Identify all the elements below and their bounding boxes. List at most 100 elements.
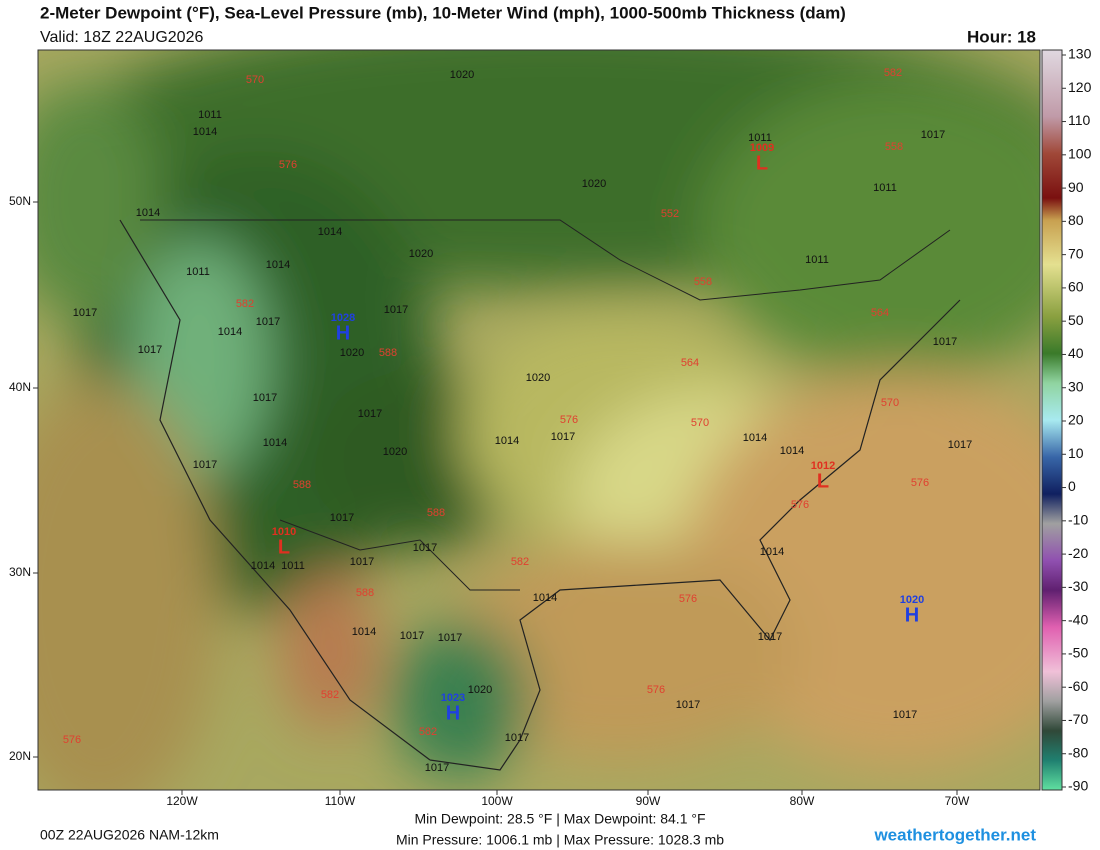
isobar-label: 1020	[409, 248, 433, 260]
isobar-label: 1017	[358, 408, 382, 420]
thickness-label: 588	[379, 347, 397, 359]
lat-label: 20N	[9, 749, 31, 763]
colorbar-label: -70	[1068, 711, 1088, 727]
thickness-label: 576	[679, 593, 697, 605]
isobar-label: 1017	[438, 632, 462, 644]
lon-label: 110W	[325, 794, 356, 808]
center-letter: L	[756, 152, 768, 174]
isobar-label: 1020	[450, 69, 474, 81]
isobar-label: 1020	[468, 684, 492, 696]
isobar-label: 1014	[495, 435, 519, 447]
colorbar-label: 40	[1068, 345, 1084, 361]
center-pressure: 1023	[441, 692, 465, 704]
isobar-label: 1017	[551, 431, 575, 443]
colorbar-label: 30	[1068, 378, 1084, 394]
isobar-label: 1017	[253, 392, 277, 404]
isobar-label: 1014	[251, 560, 275, 572]
thickness-label: 576	[560, 414, 578, 426]
lon-label: 120W	[166, 794, 198, 808]
isobar-label: 1017	[893, 709, 917, 721]
pressure-range: Min Pressure: 1006.1 mb | Max Pressure: …	[396, 832, 724, 848]
isobar-label: 1014	[136, 207, 160, 219]
isobar-label: 1017	[676, 699, 700, 711]
thickness-label: 558	[885, 141, 903, 153]
lat-label: 30N	[9, 565, 31, 579]
center-letter: H	[336, 322, 350, 344]
center-letter: H	[446, 702, 460, 724]
isobar-label: 1011	[805, 254, 829, 266]
thickness-label: 570	[691, 417, 709, 429]
colorbar-label: -40	[1068, 611, 1088, 627]
colorbar-label: 130	[1068, 46, 1092, 62]
isobar-label: 1017	[413, 542, 437, 554]
colorbar-label: -80	[1068, 744, 1088, 760]
colorbar-label: 90	[1068, 179, 1084, 195]
thickness-label: 564	[681, 357, 699, 369]
isobar-label: 1017	[425, 762, 449, 774]
isobar-label: 1017	[948, 439, 972, 451]
thickness-label: 570	[246, 74, 264, 86]
thickness-label: 582	[419, 726, 437, 738]
colorbar-label: 120	[1068, 79, 1092, 95]
center-pressure: 1012	[811, 460, 835, 472]
isobar-label: 1020	[526, 372, 550, 384]
thickness-label: 576	[647, 684, 665, 696]
isobar-label: 1017	[400, 630, 424, 642]
thickness-label: 564	[871, 307, 889, 319]
colorbar-label: 100	[1068, 146, 1092, 162]
colorbar-label: 110	[1068, 112, 1091, 128]
colorbar-label: 10	[1068, 445, 1084, 461]
map-frame	[37, 49, 1041, 791]
center-pressure: 1009	[750, 142, 774, 154]
lon-label: 80W	[790, 794, 815, 808]
borders	[140, 219, 951, 591]
colorbar-label: -90	[1068, 778, 1088, 794]
isobar-label: 1017	[758, 631, 782, 643]
isobar-label: 1014	[263, 437, 287, 449]
colorbar	[1041, 49, 1063, 791]
thickness-label: 552	[661, 208, 679, 220]
thickness-label: 576	[279, 159, 297, 171]
thickness-label: 570	[881, 397, 899, 409]
center-letter: L	[817, 470, 829, 492]
isobar-label: 1017	[256, 316, 280, 328]
thickness-label: 588	[356, 587, 374, 599]
isobar-label: 1014	[193, 126, 217, 138]
colorbar-label: -20	[1068, 545, 1088, 561]
forecast-hour: Hour: 18	[967, 27, 1036, 46]
isobar-label: 1014	[760, 546, 784, 558]
isobar-label: 1014	[318, 226, 342, 238]
isobar-label: 1014	[352, 626, 376, 638]
lon-label: 90W	[636, 794, 661, 808]
isobar-label: 1014	[780, 445, 804, 457]
isobar-label: 1017	[921, 129, 945, 141]
center-pressure: 1010	[272, 526, 296, 538]
thickness-label: 576	[791, 499, 809, 511]
isobar-label: 1014	[533, 592, 557, 604]
center-letter: L	[278, 536, 290, 558]
center-pressure: 1020	[900, 594, 924, 606]
colorbar-label: 50	[1068, 312, 1084, 328]
thickness-label: 582	[321, 689, 339, 701]
isobar-label: 1014	[266, 259, 290, 271]
isobar-label: 1017	[138, 344, 162, 356]
isobar-label: 1020	[383, 446, 407, 458]
thickness-label: 582	[884, 67, 902, 79]
isobar-label: 1017	[193, 459, 217, 471]
colorbar-label: 70	[1068, 245, 1084, 261]
colorbar-label: 60	[1068, 279, 1084, 295]
isobar-label: 1011	[281, 560, 305, 572]
lon-label: 70W	[945, 794, 970, 808]
map-title: 2-Meter Dewpoint (°F), Sea-Level Pressur…	[40, 3, 846, 22]
isobar-label: 1011	[198, 109, 222, 121]
colorbar-label: 20	[1068, 412, 1084, 428]
colorbar-label: -30	[1068, 578, 1088, 594]
isobar-label: 1014	[218, 326, 242, 338]
site-name: weathertogether.net	[873, 825, 1036, 844]
isobar-label: 1011	[186, 266, 210, 278]
map-field	[38, 50, 1040, 790]
isobar-label: 1011	[748, 132, 772, 144]
colorbar-label: -50	[1068, 645, 1088, 661]
isobar-label: 1017	[384, 304, 408, 316]
